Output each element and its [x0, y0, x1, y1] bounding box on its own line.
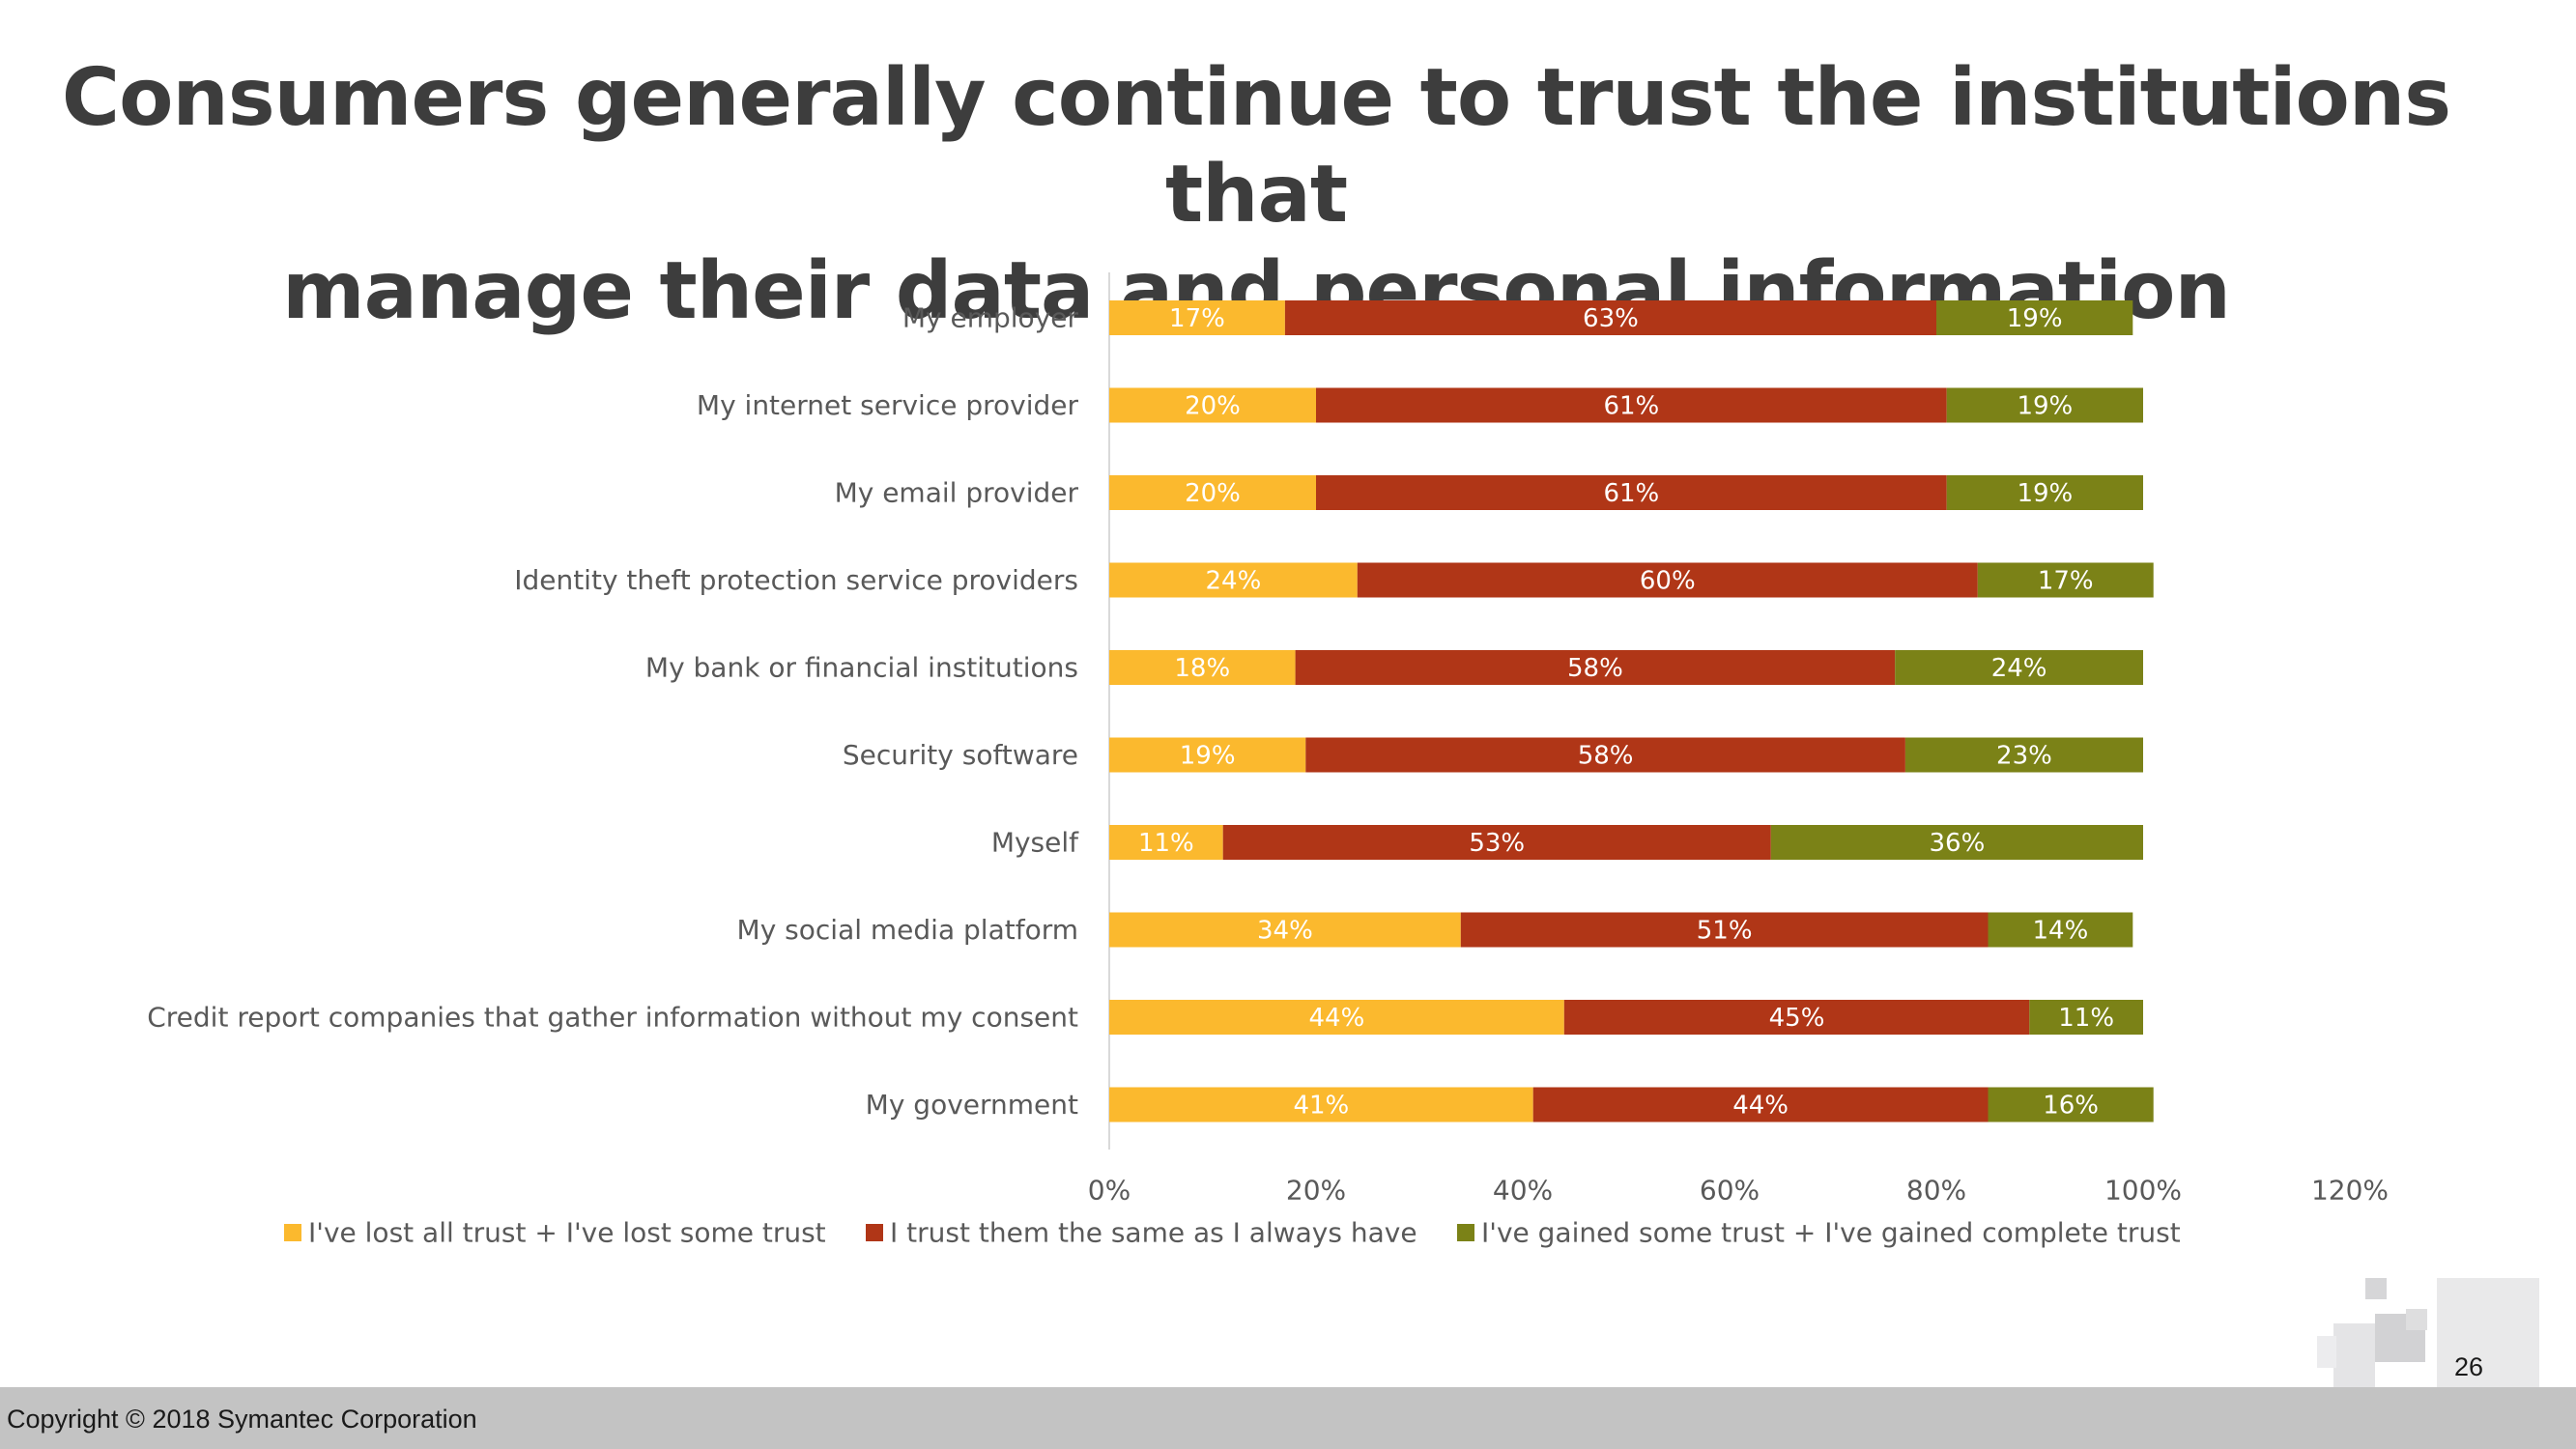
data-label: 63%	[1583, 304, 1639, 333]
x-tick-label: 0%	[1088, 1175, 1131, 1207]
decorative-square	[2365, 1278, 2387, 1299]
x-tick-label: 40%	[1493, 1175, 1553, 1207]
data-label: 17%	[1169, 304, 1225, 333]
data-label: 20%	[1185, 392, 1241, 421]
bar-segment	[1109, 912, 1461, 948]
legend-label: I've lost all trust + I've lost some tru…	[308, 1217, 826, 1249]
bar-segment	[1316, 387, 1947, 423]
bar-segment	[1988, 1087, 2154, 1122]
bar-segment	[1284, 300, 1936, 335]
footer-bar	[0, 1387, 2576, 1449]
data-label: 23%	[1996, 742, 2052, 771]
data-label: 36%	[1930, 829, 1986, 858]
data-label: 17%	[2038, 567, 2094, 596]
bar-segment	[1109, 1000, 1564, 1035]
bar-segment	[1895, 650, 2143, 685]
copyright-text: Copyright © 2018 Symantec Corporation	[7, 1405, 477, 1434]
legend-label: I've gained some trust + I've gained com…	[1481, 1217, 2181, 1249]
bar-segment	[1295, 650, 1896, 685]
bar-segment	[1946, 387, 2143, 423]
data-label: 51%	[1697, 917, 1753, 946]
x-tick-label: 80%	[1906, 1175, 1966, 1207]
data-label: 19%	[2007, 304, 2063, 333]
bar-segment	[1316, 475, 1947, 510]
data-label: 61%	[1603, 479, 1659, 508]
bar-segment	[1977, 562, 2154, 598]
x-tick-label: 60%	[1700, 1175, 1760, 1207]
bar-segment	[1563, 1000, 2030, 1035]
bar-segment	[1305, 737, 1905, 773]
bar-segment	[1109, 387, 1316, 423]
bar-segment	[1946, 475, 2143, 510]
data-label: 60%	[1640, 567, 1696, 596]
bar-segment	[1770, 825, 2143, 860]
data-label: 34%	[1257, 917, 1313, 946]
data-label: 19%	[1180, 742, 1236, 771]
data-label: 44%	[1732, 1092, 1789, 1121]
data-label: 11%	[1138, 829, 1194, 858]
category-label: My government	[866, 1089, 1078, 1121]
decorative-square	[2437, 1278, 2539, 1387]
bar-segment	[1460, 912, 1989, 948]
data-label: 24%	[1206, 567, 1262, 596]
bar-segment	[1109, 1087, 1533, 1122]
decorative-square	[2406, 1309, 2427, 1330]
data-label: 41%	[1293, 1092, 1349, 1121]
category-label: Myself	[991, 827, 1079, 859]
slide-title-line-1: Consumers generally continue to trust th…	[61, 52, 2451, 241]
category-label: My internet service provider	[697, 389, 1079, 421]
bar-segment	[1109, 562, 1358, 598]
legend-swatch	[866, 1224, 883, 1241]
data-label: 24%	[1991, 654, 2047, 683]
data-label: 44%	[1309, 1004, 1365, 1033]
legend-swatch	[1457, 1224, 1474, 1241]
data-label: 20%	[1185, 479, 1241, 508]
category-label: My email provider	[835, 477, 1079, 509]
category-label: Identity theft protection service provid…	[514, 564, 1078, 596]
x-tick-label: 100%	[2104, 1175, 2182, 1207]
data-label: 18%	[1174, 654, 1230, 683]
decorative-square	[2333, 1323, 2375, 1387]
category-label: Credit report companies that gather info…	[147, 1002, 1078, 1034]
data-label: 45%	[1769, 1004, 1825, 1033]
data-label: 61%	[1603, 392, 1659, 421]
data-label: 58%	[1567, 654, 1623, 683]
legend-label: I trust them the same as I always have	[890, 1217, 1417, 1249]
data-label: 53%	[1469, 829, 1525, 858]
bar-segment	[1109, 475, 1316, 510]
x-tick-label: 20%	[1286, 1175, 1346, 1207]
bar-segment	[1222, 825, 1771, 860]
data-label: 14%	[2033, 917, 2089, 946]
category-label: My employer	[902, 302, 1079, 334]
legend-swatch	[284, 1224, 301, 1241]
x-tick-label: 120%	[2311, 1175, 2389, 1207]
bar-segment	[1109, 737, 1306, 773]
bar-segment	[1532, 1087, 1989, 1122]
bar-segment	[1109, 650, 1296, 685]
bar-segment	[1109, 825, 1223, 860]
bar-segment	[1988, 912, 2133, 948]
data-label: 11%	[2058, 1004, 2114, 1033]
data-label: 19%	[2017, 479, 2073, 508]
bar-segment	[1936, 300, 2133, 335]
data-label: 16%	[2043, 1092, 2099, 1121]
category-label: Security software	[843, 739, 1078, 771]
data-label: 58%	[1578, 742, 1634, 771]
category-label: My social media platform	[737, 914, 1078, 946]
category-label: My bank or financial institutions	[645, 652, 1078, 684]
data-label: 19%	[2017, 392, 2073, 421]
bar-segment	[2029, 1000, 2143, 1035]
decorative-square	[2317, 1336, 2336, 1368]
bar-segment	[1904, 737, 2143, 773]
page-number: 26	[2454, 1352, 2484, 1381]
bar-segment	[1357, 562, 1978, 598]
bar-segment	[1109, 300, 1285, 335]
